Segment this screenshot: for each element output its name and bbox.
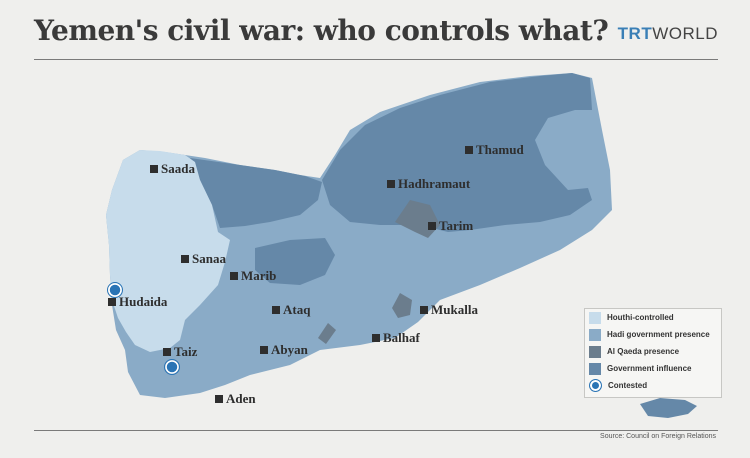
legend-label-contested: Contested [608,381,648,390]
city-label-taiz: Taiz [174,344,198,359]
brand-part2: WORLD [652,24,718,43]
city-marker-mukalla: Mukalla [420,302,478,317]
legend-item-contested: Contested [589,377,721,394]
city-label-thamud: Thamud [476,142,524,157]
city-label-marib: Marib [241,268,276,283]
city-marker-tarim: Tarim [428,218,473,233]
city-marker-taiz: Taiz [163,344,198,359]
government-influence-central [255,238,335,285]
legend-item-hadi: Hadi government presence [589,326,721,343]
city-marker-sanaa: Sanaa [181,251,226,266]
legend-label-hadi: Hadi government presence [607,330,710,339]
map-legend: Houthi-controlled Hadi government presen… [584,308,722,398]
alqaeda-abyan [318,323,336,344]
socotra-island [640,398,697,418]
city-marker-abyan: Abyan [260,342,309,357]
government-influence-east [322,73,592,232]
city-label-hudaida: Hudaida [119,294,168,309]
legend-swatch-contested [589,379,602,392]
alqaeda-mukalla [392,293,412,318]
city-label-saada: Saada [161,161,195,176]
city-marker-hudaida: Hudaida [108,294,168,309]
legend-label-government: Government influence [607,364,692,373]
legend-item-government: Government influence [589,360,721,377]
brand-logo: TRTWORLD [618,24,718,44]
city-marker-saada: Saada [150,161,195,176]
legend-item-houthi: Houthi-controlled [589,309,721,326]
legend-label-houthi: Houthi-controlled [607,313,674,322]
legend-label-alqaeda: Al Qaeda presence [607,347,680,356]
brand-part1: TRT [617,24,653,43]
city-label-mukalla: Mukalla [431,302,478,317]
legend-swatch-hadi [589,328,601,341]
legend-swatch-alqaeda [589,345,601,358]
city-label-sanaa: Sanaa [192,251,226,266]
city-marker-thamud: Thamud [465,142,524,157]
city-marker-aden: Aden [215,391,256,406]
city-marker-ataq: Ataq [272,302,311,317]
top-divider [34,59,718,60]
city-marker-marib: Marib [230,268,276,283]
bottom-divider [34,430,718,431]
city-marker-hadhramaut: Hadhramaut [387,176,471,191]
contested-marker-hudaida [107,282,123,298]
houthi-region [106,150,230,352]
page-title: Yemen's civil war: who controls what? [34,14,609,47]
city-marker-balhaf: Balhaf [372,330,421,345]
legend-swatch-government [589,362,601,375]
source-note: Source: Council on Foreign Relations [600,433,716,440]
government-influence-west [190,158,322,228]
legend-swatch-houthi [589,311,601,324]
legend-item-alqaeda: Al Qaeda presence [589,343,721,360]
contested-marker-taiz [164,359,180,375]
city-label-balhaf: Balhaf [383,330,421,345]
city-label-tarim: Tarim [439,218,473,233]
city-label-aden: Aden [226,391,256,406]
city-label-ataq: Ataq [283,302,311,317]
city-label-abyan: Abyan [271,342,309,357]
city-label-hadhramaut: Hadhramaut [398,176,471,191]
